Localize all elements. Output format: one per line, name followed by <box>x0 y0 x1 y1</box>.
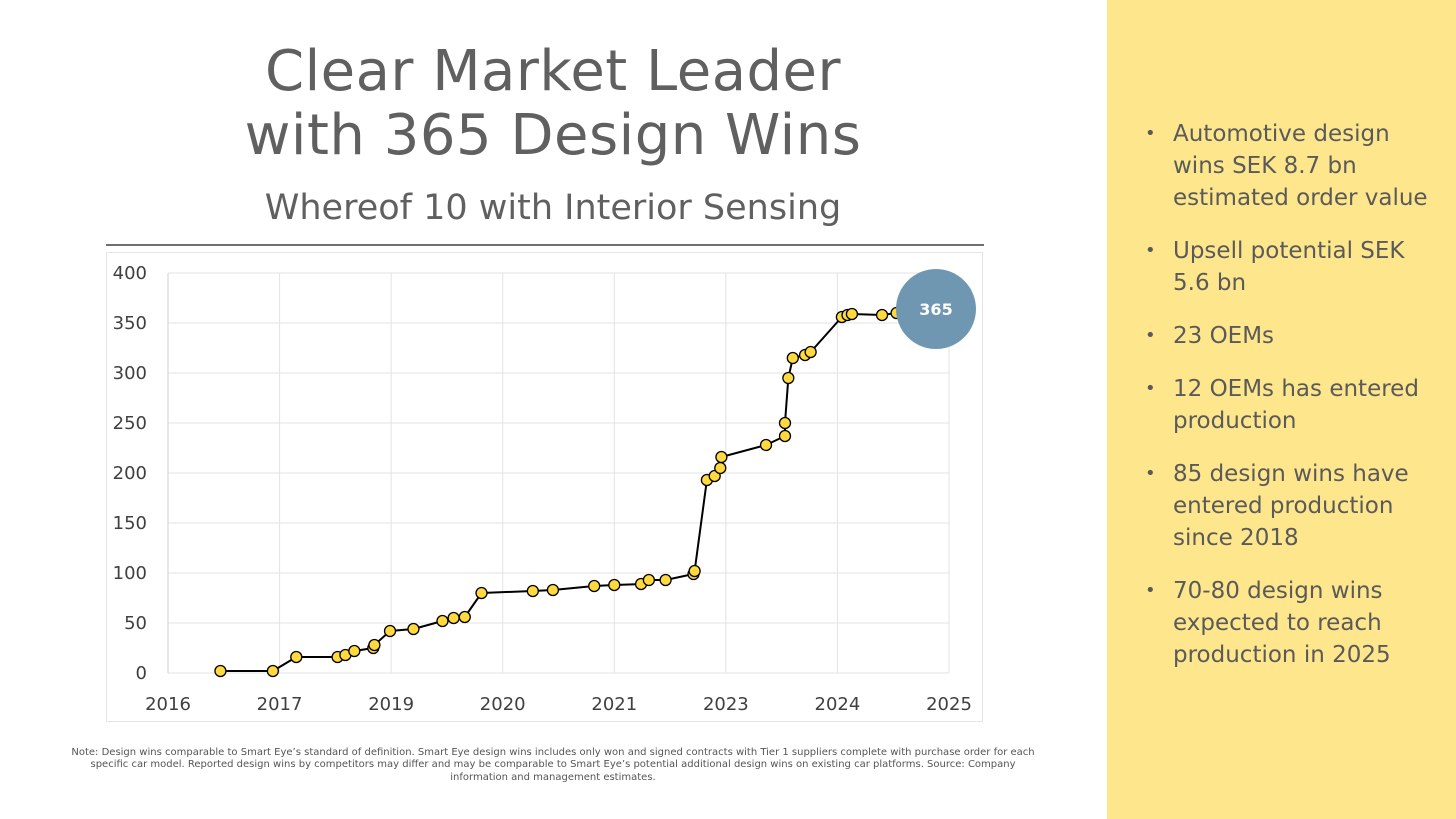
data-point <box>588 579 601 593</box>
bullet-item-wins-production: • 85 design wins have entered production … <box>1143 458 1448 554</box>
y-tick-label: 150 <box>113 513 147 534</box>
bullet-text: 23 OEMs <box>1173 323 1275 349</box>
x-tick-label: 2016 <box>145 694 191 715</box>
y-tick-label: 400 <box>113 263 147 284</box>
bullet-item-upsell: • Upsell potential SEK 5.6 bn <box>1143 235 1448 299</box>
data-point <box>214 664 227 678</box>
bullet-text: 85 design wins have entered production s… <box>1173 461 1409 551</box>
data-point <box>642 573 656 587</box>
bullet-text: Upsell potential SEK 5.6 bn <box>1173 238 1405 296</box>
bullet-dot-icon: • <box>1145 240 1156 261</box>
bullet-dot-icon: • <box>1145 463 1156 484</box>
total-callout-label: 365 <box>919 300 952 319</box>
y-tick-label: 350 <box>113 313 147 334</box>
x-tick-label: 2025 <box>926 694 972 715</box>
bullet-dot-icon: • <box>1145 325 1156 346</box>
x-tick-label: 2019 <box>368 694 414 715</box>
slide-title: Clear Market Leader with 365 Design Wins <box>106 40 1000 168</box>
x-tick-label: 2023 <box>703 694 749 715</box>
footnote: Note: Design wins comparable to Smart Ey… <box>71 747 1035 783</box>
slide-title-line-1: Clear Market Leader <box>264 39 842 104</box>
chart-frame: 0 50 100 150 200 250 300 350 400 2016 2017 2019 2020… <box>106 252 983 722</box>
data-point <box>845 307 859 321</box>
bullet-item-oems: • 23 OEMs <box>1143 320 1448 352</box>
x-tick-label: 2021 <box>591 694 637 715</box>
data-point <box>266 664 280 678</box>
data-point <box>436 614 449 628</box>
data-point <box>688 564 701 578</box>
data-point <box>759 438 773 452</box>
data-point <box>875 308 889 322</box>
slide-title-line-2: with 365 Design Wins <box>244 103 862 168</box>
series-line <box>220 307 905 672</box>
data-point <box>715 450 728 464</box>
x-tick-label: 2020 <box>480 694 526 715</box>
data-point <box>290 650 303 664</box>
data-point <box>475 586 488 600</box>
data-point <box>659 573 672 587</box>
bullet-item-oems-production: • 12 OEMs has entered production <box>1143 373 1448 437</box>
data-point <box>782 371 795 385</box>
data-point <box>804 345 817 359</box>
total-callout-bubble <box>896 269 976 349</box>
data-point <box>348 644 361 658</box>
bullet-text: 70-80 design wins expected to reach prod… <box>1173 578 1391 668</box>
data-point <box>407 622 420 636</box>
bullet-dot-icon: • <box>1145 378 1156 399</box>
bullet-text: Automotive design wins SEK 8.7 bn estima… <box>1173 121 1428 211</box>
data-point <box>383 624 397 638</box>
data-point <box>526 584 539 598</box>
bullet-dot-icon: • <box>1145 123 1156 144</box>
y-tick-label: 250 <box>113 413 147 434</box>
data-point <box>368 638 381 652</box>
bullet-item-expected-2025: • 70-80 design wins expected to reach pro… <box>1143 575 1448 671</box>
y-tick-label: 50 <box>124 613 147 634</box>
side-panel: • Automotive design wins SEK 8.7 bn estim… <box>1107 0 1456 819</box>
bullet-dot-icon: • <box>1145 580 1156 601</box>
data-point <box>546 583 560 597</box>
x-tick-label: 2024 <box>815 694 861 715</box>
data-point <box>458 610 471 624</box>
bullet-list: • Automotive design wins SEK 8.7 bn estim… <box>1143 118 1448 692</box>
y-tick-label: 100 <box>113 563 147 584</box>
data-point <box>447 611 460 625</box>
bullet-text: 12 OEMs has entered production <box>1173 376 1419 434</box>
title-divider <box>106 244 984 246</box>
y-tick-label: 300 <box>113 363 147 384</box>
bullet-item-order-value: • Automotive design wins SEK 8.7 bn estim… <box>1143 118 1448 214</box>
x-tick-label: 2017 <box>257 694 303 715</box>
data-point <box>714 461 727 475</box>
data-point <box>778 429 792 443</box>
data-point <box>786 351 799 365</box>
y-tick-label: 200 <box>113 463 147 484</box>
design-wins-chart: 0 50 100 150 200 250 300 350 400 2016 2017 2019 2020… <box>113 263 976 715</box>
data-point <box>778 416 792 430</box>
y-tick-label: 0 <box>136 663 147 684</box>
slide-subtitle: Whereof 10 with Interior Sensing <box>264 188 842 228</box>
data-point <box>608 578 621 592</box>
